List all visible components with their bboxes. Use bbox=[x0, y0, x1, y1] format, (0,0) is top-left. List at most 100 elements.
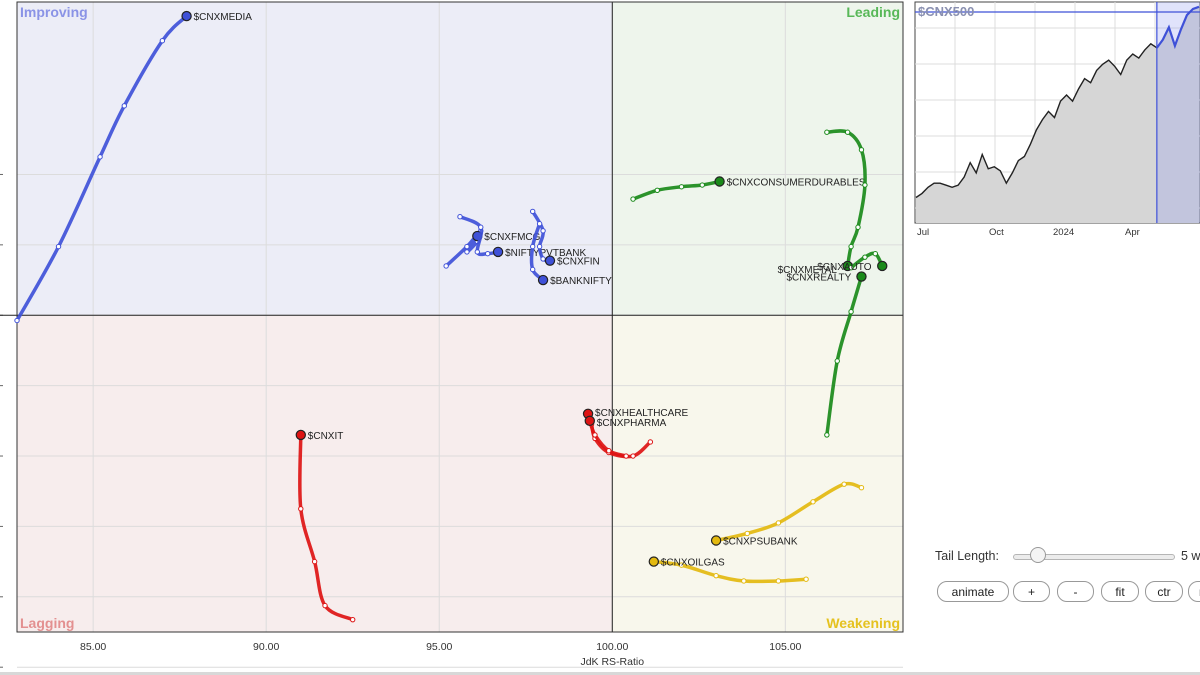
series-head-cnxmedia bbox=[181, 10, 192, 22]
series-point-cnxit bbox=[350, 616, 356, 623]
series-point-cnxpsubank bbox=[841, 481, 847, 487]
series-head-banknifty bbox=[537, 274, 549, 286]
x-tick-label: 95.00 bbox=[426, 641, 452, 653]
animate-button[interactable]: animate bbox=[937, 581, 1009, 602]
series-point-cnxmetal bbox=[848, 243, 854, 250]
tail-length-slider[interactable] bbox=[1013, 554, 1175, 560]
series-point-cnxconsumerdurables bbox=[699, 182, 705, 188]
x-tick-label: 100.00 bbox=[596, 641, 628, 653]
series-point-cnxpsubank bbox=[775, 520, 782, 526]
series-head-cnxconsumerdurables bbox=[714, 176, 725, 187]
series-label-cnxpharma: $CNXPHARMA bbox=[597, 418, 667, 429]
series-head-cnxpsubank bbox=[710, 535, 722, 546]
series-tail-cnxauto bbox=[849, 251, 884, 270]
zoom-out-button[interactable]: - bbox=[1057, 581, 1094, 602]
series-label-cnxpsubank: $CNXPSUBANK bbox=[723, 536, 798, 547]
rrg-chart: 85.00 90.00 95.00 100.00 105.00 Improving Lead… bbox=[0, 1, 904, 668]
series-label-cnxoilgas: $CNXOILGAS bbox=[661, 558, 725, 569]
series-label-cnxmetal: $CNXMETAL bbox=[778, 265, 838, 276]
controls-panel: Tail Length: 5 w animate + - fit ctr r bbox=[935, 545, 1200, 615]
series-point-cnxoilgas bbox=[775, 578, 782, 584]
series-point-cnxrealty bbox=[824, 432, 830, 438]
benchmark-x-label: Oct bbox=[989, 227, 1004, 238]
zoom-in-button[interactable]: + bbox=[1013, 581, 1050, 602]
series-point-cnxfmcg bbox=[464, 243, 470, 250]
series-point-niftypvtbank bbox=[484, 250, 491, 257]
benchmark-chart: $CNX500 Jul Oct 2024 Apr bbox=[914, 1, 1200, 238]
series-head-cnxrealty bbox=[856, 271, 867, 282]
quadrant-label-leading: Leading bbox=[846, 4, 900, 20]
series-head-cnxit bbox=[295, 429, 306, 441]
series-point-cnxit bbox=[322, 602, 328, 609]
series-point-cnxconsumerdurables bbox=[678, 184, 685, 190]
series-head-cnxfin bbox=[544, 255, 556, 266]
series-point-banknifty bbox=[529, 243, 536, 250]
series-label-cnxfmcg: $CNXFMCG bbox=[484, 232, 540, 243]
quadrant-lagging bbox=[17, 315, 613, 632]
series-point-cnxauto bbox=[872, 250, 879, 257]
series-label-cnxmedia: $CNXMEDIA bbox=[194, 12, 253, 23]
series-point-cnxoilgas bbox=[741, 578, 747, 584]
series-point-cnxauto bbox=[862, 254, 868, 260]
series-tail-cnxrealty bbox=[825, 274, 864, 437]
tail-length-slider-thumb[interactable] bbox=[1030, 547, 1046, 563]
series-point-cnxfin bbox=[540, 256, 546, 262]
series-point-cnxit bbox=[298, 506, 304, 512]
series-point-cnxhealthcare bbox=[630, 453, 636, 459]
series-point-cnxmetal bbox=[844, 129, 851, 135]
benchmark-x-label: Apr bbox=[1125, 227, 1140, 238]
series-point-cnxfin bbox=[529, 208, 536, 215]
benchmark-title: $CNX500 bbox=[918, 4, 974, 19]
quadrant-improving bbox=[17, 2, 613, 316]
series-point-cnxoilgas bbox=[713, 572, 719, 579]
series-point-cnxfin bbox=[540, 228, 546, 234]
tail-length-value: 5 w bbox=[1181, 549, 1200, 563]
series-label-cnxit: $CNXIT bbox=[308, 431, 344, 442]
series-point-niftypvtbank bbox=[478, 224, 484, 230]
series-head-cnxauto bbox=[877, 260, 888, 272]
x-tick-label: 105.00 bbox=[769, 641, 801, 653]
series-head-niftypvtbank bbox=[492, 246, 504, 258]
benchmark-price-line bbox=[915, 42, 1158, 199]
series-point-cnxpsubank bbox=[744, 530, 750, 537]
series-label-cnxconsumerdurables: $CNXCONSUMERDURABLES bbox=[727, 177, 866, 188]
series-point-cnxmedia bbox=[14, 317, 20, 324]
series-point-cnxit bbox=[311, 558, 318, 565]
series-point-cnxmedia bbox=[159, 38, 166, 44]
series-point-cnxrealty bbox=[834, 358, 840, 364]
quadrant-label-improving: Improving bbox=[20, 4, 88, 20]
series-point-cnxmedia bbox=[121, 103, 127, 109]
benchmark-x-label: 2024 bbox=[1053, 227, 1074, 238]
series-point-niftypvtbank bbox=[474, 249, 481, 255]
series-point-cnxpsubank bbox=[858, 484, 865, 491]
series-label-niftypvtbank: $NIFTYPVTBANK bbox=[505, 248, 586, 259]
center-button[interactable]: ctr bbox=[1145, 581, 1183, 602]
series-point-cnxmetal bbox=[862, 182, 868, 188]
series-point-cnxhealthcare bbox=[647, 439, 654, 445]
series-point-cnxconsumerdurables bbox=[654, 187, 660, 193]
fit-button[interactable]: fit bbox=[1101, 581, 1139, 602]
series-head-cnxpharma bbox=[584, 415, 595, 427]
series-point-cnxpsubank bbox=[810, 499, 816, 505]
page-scrollbar[interactable] bbox=[0, 672, 1200, 675]
series-point-cnxrealty bbox=[848, 309, 854, 315]
series-point-cnxmedia bbox=[55, 243, 62, 250]
series-label-cnxhealthcare: $CNXHEALTHCARE bbox=[595, 408, 688, 419]
series-point-cnxmetal bbox=[824, 129, 830, 135]
x-axis-title: JdK RS-Ratio bbox=[580, 656, 644, 668]
x-tick-label: 90.00 bbox=[253, 641, 279, 653]
reset-button[interactable]: r bbox=[1188, 581, 1200, 602]
x-tick-label: 85.00 bbox=[80, 641, 106, 653]
series-label-cnxauto: $CNXAUTO bbox=[817, 262, 871, 273]
series-point-cnxmedia bbox=[97, 154, 103, 160]
series-point-cnxfin bbox=[536, 243, 543, 250]
series-point-banknifty bbox=[529, 266, 536, 273]
series-label-cnxrealty: $CNXREALTY bbox=[786, 273, 851, 284]
series-point-cnxpharma bbox=[623, 453, 629, 459]
series-point-cnxconsumerdurables bbox=[630, 196, 636, 202]
series-point-cnxoilgas bbox=[678, 562, 685, 568]
series-tail-cnxpharma bbox=[588, 419, 628, 458]
series-point-cnxmetal bbox=[858, 147, 865, 153]
series-point-cnxoilgas bbox=[803, 576, 809, 582]
quadrant-label-lagging: Lagging bbox=[20, 615, 74, 631]
